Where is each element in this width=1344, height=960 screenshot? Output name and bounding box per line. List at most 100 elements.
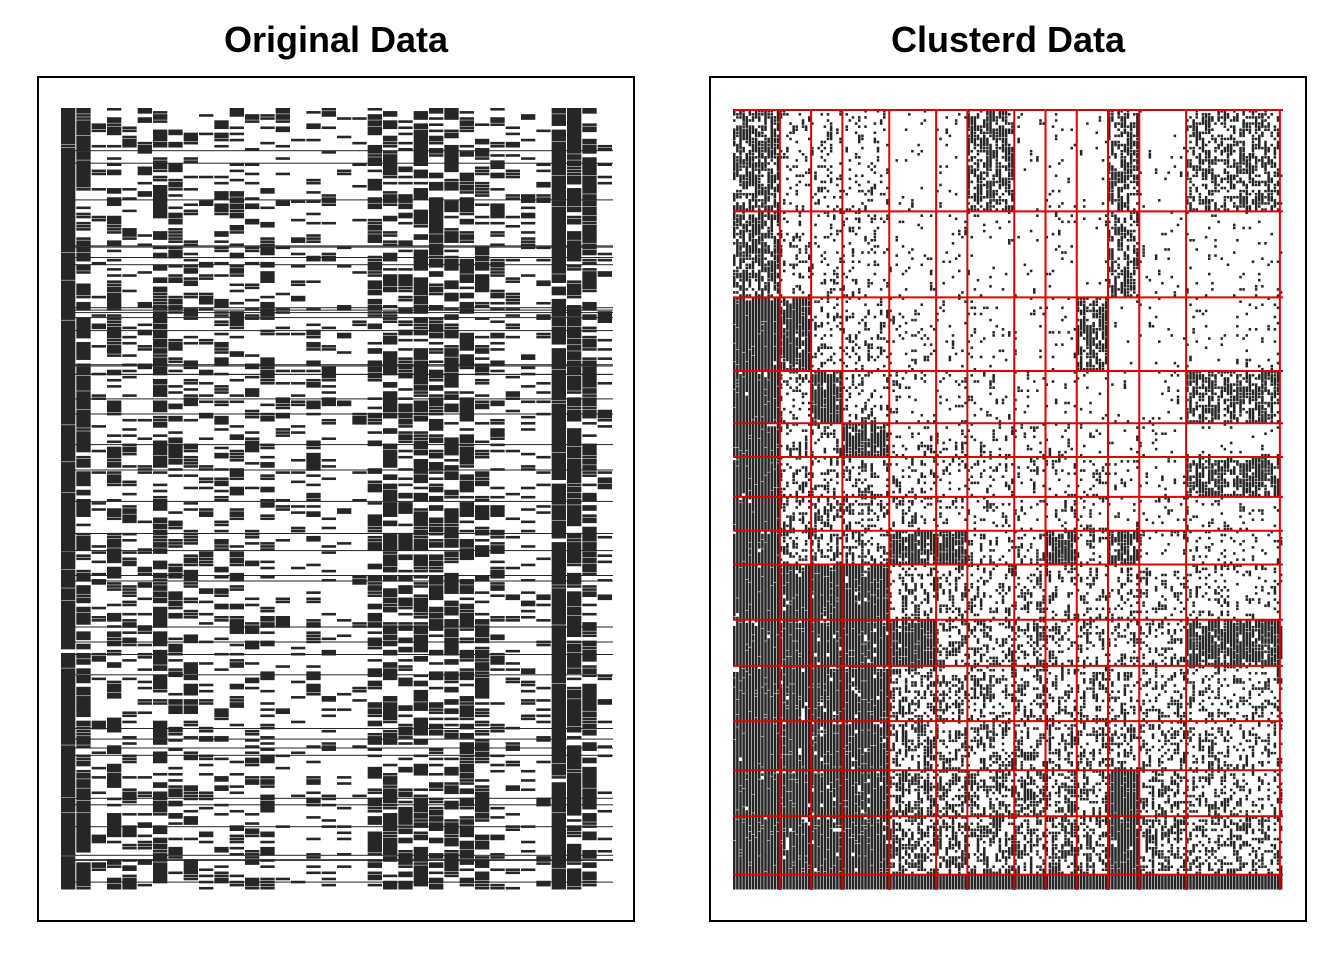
heatmap-cell (199, 551, 214, 557)
heatmap-cell (260, 846, 275, 856)
heatmap-cell (153, 606, 168, 628)
heatmap-cell (920, 337, 924, 340)
heatmap-cell (597, 338, 612, 342)
heatmap-cell (1083, 205, 1086, 208)
heatmap-cell (76, 228, 91, 231)
heatmap-cell (1117, 248, 1120, 251)
heatmap-cell (199, 338, 214, 342)
heatmap-cell (597, 175, 612, 179)
heatmap-cell (967, 269, 970, 276)
heatmap-cell (764, 321, 767, 346)
heatmap-cell (989, 364, 992, 368)
heatmap-cell (321, 729, 336, 733)
heatmap-cell (776, 137, 780, 144)
heatmap-cell (745, 300, 749, 316)
heatmap-cell (1264, 202, 1267, 205)
heatmap-cell (582, 443, 597, 456)
heatmap-cell (1008, 220, 1011, 224)
heatmap-cell (839, 392, 842, 399)
heatmap-cell (767, 278, 770, 282)
heatmap-cell (429, 517, 444, 524)
heatmap-cell (1267, 371, 1270, 377)
heatmap-cell (1204, 131, 1208, 135)
heatmap-cell (898, 202, 902, 205)
heatmap-cell (337, 246, 352, 250)
heatmap-cell (814, 171, 817, 174)
heatmap-cell (1117, 143, 1120, 150)
heatmap-cell (823, 180, 827, 184)
heatmap-cell (783, 156, 786, 159)
heatmap-cell (1267, 263, 1270, 267)
heatmap-cell (751, 125, 755, 135)
heatmap-cell (582, 757, 597, 764)
heatmap-cell (168, 846, 183, 856)
heatmap-cell (826, 214, 830, 217)
heatmap-cell (137, 418, 152, 422)
heatmap-cell (260, 742, 275, 745)
heatmap-cell (183, 458, 198, 462)
heatmap-cell (306, 776, 321, 779)
heatmap-cell (1051, 269, 1055, 273)
heatmap-cell (758, 235, 761, 245)
heatmap-cell (122, 434, 137, 437)
heatmap-cell (839, 189, 842, 193)
heatmap-cell (1120, 269, 1124, 273)
heatmap-cell (1079, 355, 1083, 371)
heatmap-cell (1039, 355, 1042, 359)
heatmap-cell (107, 258, 122, 262)
heatmap-cell (1133, 113, 1136, 116)
heatmap-cell (475, 757, 490, 761)
heatmap-cell (911, 202, 914, 208)
heatmap-cell (229, 301, 244, 305)
heatmap-cell (536, 455, 551, 459)
heatmap-cell (1014, 371, 1017, 374)
heatmap-cell (168, 443, 183, 459)
heatmap-cell (820, 352, 824, 356)
heatmap-cell (733, 447, 736, 457)
heatmap-cell (1236, 374, 1239, 380)
heatmap-cell (383, 776, 398, 785)
heatmap-cell (773, 371, 777, 399)
heatmap-cell (214, 332, 229, 336)
heatmap-cell (883, 337, 886, 340)
heatmap-cell (536, 708, 551, 711)
heatmap-cell (1258, 134, 1261, 150)
heatmap-cell (1189, 380, 1192, 386)
heatmap-cell (337, 831, 352, 835)
heatmap-cell (1220, 116, 1224, 119)
heatmap-cell (1101, 303, 1105, 307)
heatmap-cell (429, 797, 444, 801)
heatmap-cell (754, 110, 758, 119)
heatmap-cell (459, 659, 474, 662)
heatmap-cell (582, 557, 597, 564)
heatmap-cell (61, 246, 613, 248)
heatmap-cell (1198, 420, 1202, 423)
heatmap-cell (1189, 125, 1192, 128)
heatmap-cell (551, 782, 566, 813)
heatmap-cell (854, 343, 858, 346)
heatmap-cell (306, 871, 321, 875)
heatmap-cell (1229, 410, 1233, 420)
heatmap-cell (413, 822, 428, 828)
heatmap-cell (820, 306, 824, 313)
heatmap-cell (306, 631, 321, 634)
heatmap-cell (475, 345, 490, 348)
heatmap-cell (826, 312, 830, 319)
heatmap-cell (153, 837, 168, 844)
heatmap-cell (214, 717, 229, 721)
heatmap-cell (459, 782, 474, 785)
heatmap-cell (107, 631, 122, 638)
heatmap-cell (107, 717, 122, 733)
heatmap-cell (958, 404, 961, 408)
heatmap-cell (739, 168, 742, 171)
heatmap-cell (229, 696, 244, 699)
heatmap-cell (1045, 235, 1049, 239)
heatmap-cell (122, 711, 137, 715)
heatmap-cell (582, 674, 597, 678)
heatmap-cell (858, 156, 861, 159)
heatmap-cell (475, 495, 490, 499)
heatmap-cell (1129, 278, 1133, 282)
heatmap-cell (779, 340, 783, 346)
heatmap-cell (736, 202, 739, 211)
heatmap-cell (183, 141, 198, 145)
